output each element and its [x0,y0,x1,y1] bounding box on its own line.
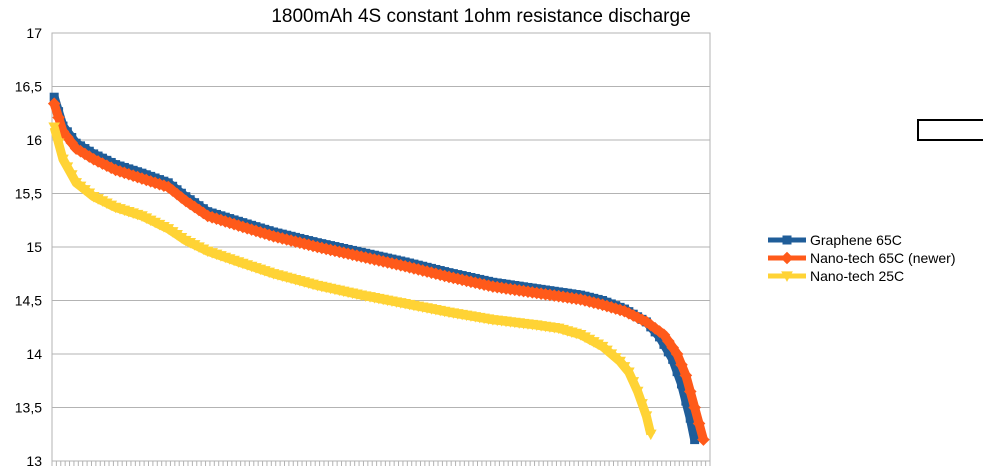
data-point [662,334,675,348]
y-tick-label: 16 [26,132,42,148]
data-point [100,159,114,172]
y-axis: 13 13,5 14 14,5 15 15,5 16 16,5 17 [15,25,42,469]
data-point [688,401,701,414]
data-point [52,111,65,124]
data-point [188,200,201,214]
data-point [622,307,636,320]
legend-label: Nano-tech 25C [810,268,904,284]
data-point [52,138,65,150]
data-point [49,92,59,102]
data-point [640,315,653,329]
y-tick-label: 14 [26,346,42,362]
legend-item: Nano-tech 25C [768,268,904,284]
series-line [49,102,708,441]
y-tick-label: 15 [26,239,42,255]
y-tick-label: 15,5 [15,186,42,202]
data-point [61,162,74,173]
y-tick-label: 17 [26,25,42,41]
data-point [631,386,644,398]
data-point [618,362,631,373]
series-graphene-65c [49,92,700,445]
data-point [663,347,673,357]
data-point [653,325,666,338]
series-layer [47,92,710,446]
y-tick-label: 13,5 [15,400,42,416]
data-point [87,152,100,166]
data-point [183,197,197,211]
legend-marker [782,235,792,245]
data-point [690,435,700,445]
data-point [631,311,644,324]
grid [52,32,710,462]
y-tick-label: 13 [26,453,42,469]
data-point [96,157,109,170]
data-point [48,122,61,134]
data-point [685,413,695,423]
chart-title: 1800mAh 4S constant 1ohm resistance disc… [271,6,690,27]
data-point [627,377,640,388]
data-point [640,411,653,422]
data-point [668,354,678,364]
legend-label: Graphene 65C [810,232,902,248]
stray-box [917,119,983,141]
legend-marker [781,271,793,282]
data-point [672,367,682,377]
data-point [614,356,626,368]
y-tick-label: 14,5 [15,293,42,309]
data-point [692,417,706,430]
data-point [622,367,635,379]
x-axis-ticks [51,461,711,466]
data-point [65,170,78,181]
data-point [175,191,188,204]
legend-marker [780,251,794,265]
data-point [161,180,175,194]
data-point [675,358,688,371]
data-point [670,347,684,361]
legend-label: Nano-tech 65C (newer) [810,250,956,266]
data-point [91,155,105,168]
data-point [697,433,710,446]
series-nano-tech-25c [48,122,657,441]
data-point [683,385,697,398]
data-point [681,396,691,406]
data-point [644,429,657,441]
data-point [679,369,693,382]
y-tick-label: 16,5 [15,79,42,95]
data-point [47,97,61,110]
data-point [74,144,87,158]
data-point [57,154,69,166]
data-point [636,399,648,410]
data-point [676,379,686,389]
legend-item: Graphene 65C [768,232,902,248]
data-point [659,339,669,349]
legend: Graphene 65C Nano-tech 65C (newer) Nano-te… [768,232,956,284]
series-nano-tech-65c-newer [47,97,710,446]
legend-item: Nano-tech 65C (newer) [768,250,956,266]
series-line [49,95,700,441]
plot-frame [51,32,711,462]
